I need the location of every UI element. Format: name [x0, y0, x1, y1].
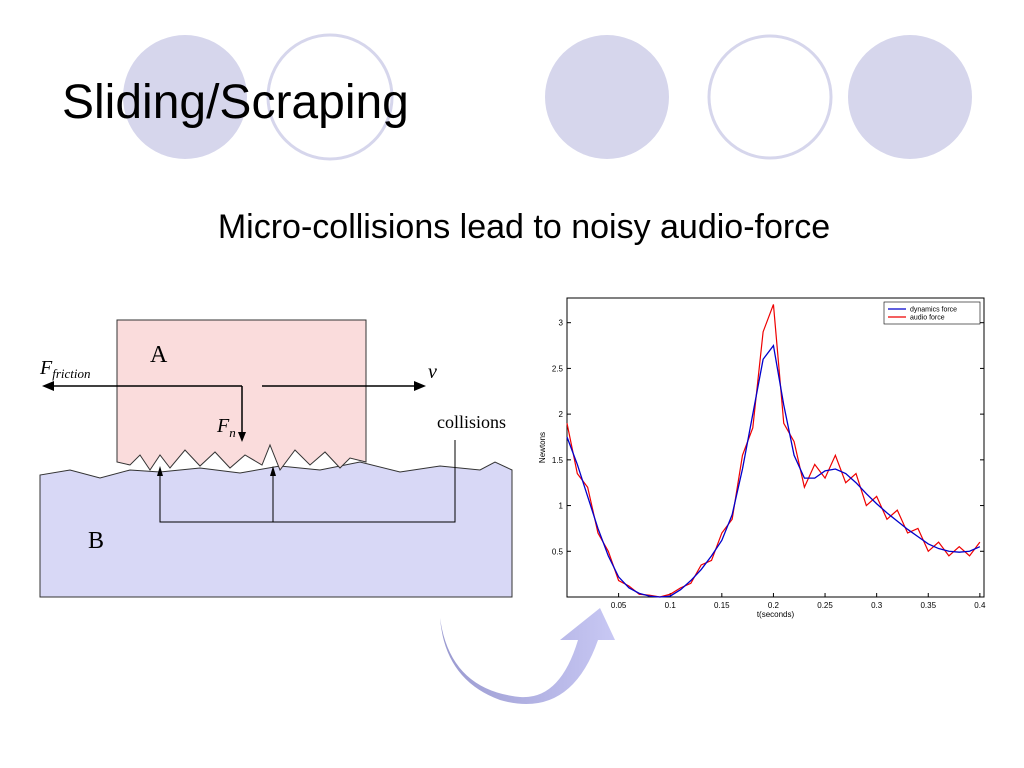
- chart: 0.05 0.1 0.15 0.2 0.25 0.3 0.35 0.4 0.5 1 1.5 2 2.5 3…: [538, 297, 986, 619]
- plot-area: [566, 297, 985, 598]
- series-line: [566, 343, 981, 598]
- x-tick-label: 0.3: [871, 601, 883, 610]
- decor-circles: [123, 33, 972, 161]
- x-axis-label: t(seconds): [757, 610, 795, 619]
- slide-title: Sliding/Scraping: [62, 76, 409, 129]
- label-b: B: [88, 528, 104, 554]
- collisions-label: collisions: [437, 412, 506, 432]
- y-tick-label: 2.5: [552, 364, 564, 373]
- normal-main: F: [216, 415, 230, 437]
- y-tick-label: 2: [559, 410, 564, 419]
- legend-box: [883, 301, 981, 325]
- y-tick-label: 1.5: [552, 456, 564, 465]
- velocity-label: v: [428, 361, 437, 383]
- x-tick-label: 0.05: [611, 601, 627, 610]
- friction-main: F: [39, 357, 53, 379]
- label-a: A: [150, 342, 168, 368]
- x-tick-label: 0.4: [974, 601, 986, 610]
- slide-subtitle: Micro-collisions lead to noisy audio-for…: [218, 208, 830, 246]
- y-tick-label: 3: [559, 319, 564, 328]
- x-tick-label: 0.15: [714, 601, 730, 610]
- y-tick-label: 0.5: [552, 547, 564, 556]
- x-tick-label: 0.1: [665, 601, 677, 610]
- x-tick-label: 0.25: [817, 601, 833, 610]
- y-axis-label: Newtons: [538, 432, 547, 463]
- legend-label: audio force: [910, 315, 945, 322]
- normal-label: Fn: [216, 415, 236, 440]
- x-tick-label: 0.35: [920, 601, 936, 610]
- friction-diagram: A B Ffriction Fn v collisions: [39, 319, 513, 598]
- legend-label: dynamics force: [910, 307, 957, 314]
- normal-sub: n: [229, 425, 236, 440]
- x-tick-label: 0.2: [768, 601, 780, 610]
- friction-sub: friction: [52, 366, 90, 381]
- friction-label: Ffriction: [39, 357, 91, 381]
- curved-arrow: [440, 608, 615, 704]
- y-tick-label: 1: [559, 502, 564, 511]
